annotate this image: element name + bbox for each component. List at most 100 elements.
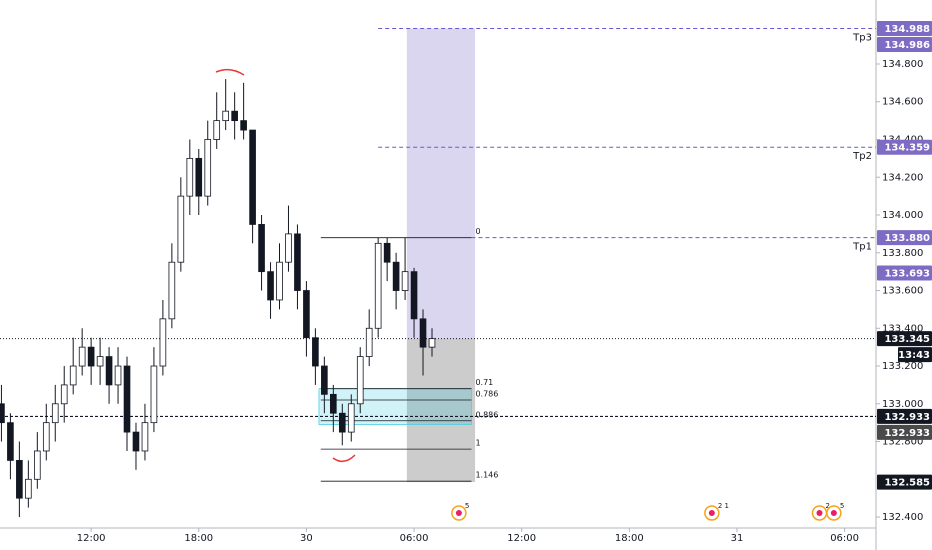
candle-body	[204, 139, 212, 197]
candle-body	[356, 356, 364, 405]
candle-body	[294, 233, 301, 291]
candle-body	[338, 412, 346, 433]
candle-body	[114, 365, 122, 386]
x-tick-label: 06:00	[400, 533, 429, 544]
candle-body	[321, 365, 328, 395]
candle-body	[419, 318, 427, 348]
y-tick-label: 133.400	[882, 323, 923, 334]
price-tag	[877, 37, 932, 53]
candle-body	[428, 338, 436, 348]
candle-body	[132, 431, 140, 452]
event-count: 5	[465, 502, 469, 510]
event-dot	[830, 510, 837, 516]
swing-mark	[215, 68, 245, 76]
candle-body	[7, 422, 14, 461]
candle-body	[222, 110, 229, 122]
event-count: 5	[840, 502, 844, 510]
candle-body	[392, 261, 400, 291]
candle-body	[186, 157, 194, 197]
event-dot	[708, 510, 715, 516]
y-tick-label: 132.800	[882, 437, 923, 448]
price-tag-label: 13:43	[898, 350, 930, 361]
candle-body	[258, 224, 265, 273]
candle-body	[249, 129, 256, 225]
x-tick-label: 30	[300, 533, 313, 544]
candle-body	[383, 242, 391, 263]
candle-body	[285, 233, 292, 263]
candle-body	[168, 261, 176, 320]
target-area	[406, 28, 476, 339]
fib-label: 0.886	[475, 410, 498, 419]
fib-label: 0.71	[475, 378, 493, 387]
x-tick-label: 18:00	[184, 533, 213, 544]
candle-body	[330, 393, 337, 414]
candle-body	[231, 110, 238, 122]
y-tick-label: 134.800	[882, 59, 923, 70]
candle-body	[159, 318, 167, 367]
candle-body	[276, 261, 283, 301]
price-tag	[877, 139, 932, 155]
candle-body	[347, 403, 355, 433]
y-tick-label: 134.000	[882, 210, 923, 221]
candle-body	[177, 195, 185, 263]
candle-body	[410, 271, 418, 320]
candle-body	[312, 337, 319, 367]
price-tag-label: 133.880	[884, 233, 930, 244]
fib-label: 1	[475, 439, 480, 448]
candle-body	[303, 290, 310, 339]
price-tag	[877, 424, 932, 440]
price-tag	[877, 265, 932, 281]
candle-body	[96, 356, 104, 367]
event-dot	[816, 510, 823, 516]
plot: 0 0.71 0.786 0.886 1 1.146 Tp3 Tp2 Tp1	[0, 28, 876, 518]
y-tick-label: 133.200	[882, 361, 923, 372]
event-dot	[455, 510, 462, 516]
target-label: Tp2	[852, 151, 872, 162]
price-tag-label: 134.359	[884, 143, 930, 154]
y-tick-label: 134.200	[882, 172, 923, 183]
candle-body	[105, 356, 113, 386]
candle-body	[78, 346, 86, 367]
y-tick-label: 132.400	[882, 512, 923, 523]
price-tag	[898, 347, 932, 363]
event-count: 2 1	[718, 502, 729, 510]
y-tick-label: 133.800	[882, 248, 923, 259]
price-tag-label: 133.345	[884, 334, 930, 345]
candle-body	[0, 403, 5, 424]
candle-body	[87, 346, 95, 367]
y-tick-label: 133.600	[882, 286, 923, 297]
candle-body	[141, 422, 149, 452]
candle-body	[365, 327, 373, 357]
price-tag-label: 133.693	[884, 268, 930, 279]
fib-label: 0	[475, 227, 480, 236]
price-tag-label: 132.933	[884, 428, 930, 439]
candle-body	[16, 460, 23, 499]
candle-body	[60, 384, 68, 405]
fib-label: 1.146	[475, 471, 498, 480]
x-tick-label: 18:00	[615, 533, 644, 544]
candle-body	[195, 157, 203, 197]
price-tag-label: 132.933	[884, 412, 930, 423]
y-tick-label: 133.000	[882, 399, 923, 410]
price-tag	[877, 331, 932, 347]
candle-body	[267, 271, 274, 301]
candle-body	[240, 120, 247, 131]
x-tick-label: 12:00	[77, 533, 106, 544]
fib-label: 0.786	[475, 390, 498, 399]
price-tag-label: 132.585	[884, 478, 930, 489]
price-tag	[877, 230, 932, 246]
stop-area	[406, 338, 476, 483]
y-tick-label: 134.600	[882, 97, 923, 108]
candle-body	[33, 450, 41, 480]
event-count: 2	[825, 502, 829, 510]
price-tag	[877, 474, 932, 490]
price-tag-label: 134.988	[884, 24, 930, 35]
candle-body	[150, 365, 158, 424]
candle-body	[401, 271, 409, 291]
price-tag-label: 134.986	[884, 40, 930, 51]
candle-body	[51, 403, 59, 424]
price-tag	[877, 408, 932, 424]
